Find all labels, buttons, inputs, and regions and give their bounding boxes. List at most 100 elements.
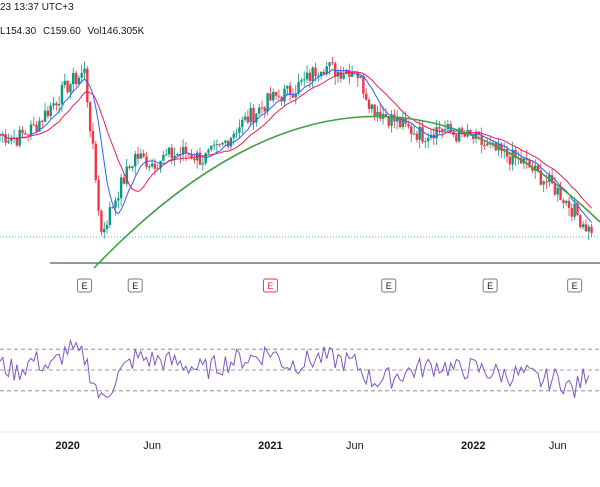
candle-body bbox=[370, 104, 374, 109]
candle-body bbox=[105, 224, 109, 229]
candle-body bbox=[86, 68, 89, 103]
earnings-marker: E bbox=[77, 278, 93, 293]
earnings-marker-label: E bbox=[132, 281, 138, 291]
candle-body bbox=[238, 127, 241, 133]
candle-body bbox=[122, 177, 126, 184]
candle-body bbox=[581, 224, 585, 228]
candle-body bbox=[257, 107, 261, 114]
candle-body bbox=[263, 107, 266, 112]
candle-body bbox=[117, 198, 120, 201]
x-tick-label: Jun bbox=[549, 440, 567, 452]
candle-body bbox=[243, 116, 247, 120]
candle-body bbox=[508, 156, 512, 165]
candle-body bbox=[415, 133, 419, 140]
candle-body bbox=[235, 132, 238, 134]
candle-body bbox=[317, 75, 320, 77]
earnings-marker-box bbox=[77, 278, 93, 293]
candle-body bbox=[410, 126, 413, 135]
volume-label: Vol bbox=[87, 26, 102, 37]
candle-body bbox=[438, 127, 441, 129]
candle-body bbox=[100, 210, 103, 233]
candle-body bbox=[542, 181, 545, 185]
candle-body bbox=[55, 103, 58, 106]
candle-body bbox=[387, 116, 390, 126]
candle-body bbox=[373, 104, 376, 116]
timestamp: 23 13:37 UTC+3 bbox=[0, 2, 74, 13]
candle-body bbox=[215, 144, 219, 146]
candle-body bbox=[325, 66, 328, 75]
ma-fast-line bbox=[0, 69, 592, 223]
price-pane bbox=[0, 56, 600, 269]
candle-body bbox=[139, 153, 143, 159]
candle-body bbox=[291, 94, 295, 98]
candle-body bbox=[103, 228, 106, 233]
candle-body bbox=[491, 142, 495, 144]
ohlc-legend: 23 13:37 UTC+3 bbox=[0, 2, 80, 14]
candle-body bbox=[187, 153, 190, 155]
candle-body bbox=[83, 68, 86, 74]
rsi-pane bbox=[0, 338, 600, 399]
candle-body bbox=[66, 80, 69, 93]
earnings-marker-label: E bbox=[487, 281, 493, 291]
candle-body bbox=[32, 124, 36, 126]
candle-body bbox=[88, 102, 92, 132]
candle-body bbox=[376, 111, 379, 116]
earnings-marker-box bbox=[127, 278, 143, 293]
candle-body bbox=[359, 75, 362, 79]
candle-body bbox=[463, 133, 466, 137]
candle-body bbox=[395, 118, 399, 122]
candle-body bbox=[218, 144, 221, 146]
candle-body bbox=[21, 129, 24, 134]
candle-body bbox=[173, 155, 176, 159]
earnings-marker: E bbox=[381, 278, 397, 293]
candle-body bbox=[162, 154, 165, 161]
candle-body bbox=[97, 180, 100, 211]
candle-body bbox=[514, 149, 517, 159]
candle-body bbox=[418, 126, 421, 140]
candle-body bbox=[314, 67, 317, 77]
candle-body bbox=[94, 143, 97, 181]
candle-body bbox=[134, 153, 137, 167]
close-label: C bbox=[42, 26, 51, 37]
volume-value: 146.305K bbox=[101, 26, 145, 37]
candle-body bbox=[367, 99, 371, 109]
x-axis: 2020 Jun 2021 Jun 2022 Jun bbox=[0, 431, 600, 452]
candle-body bbox=[305, 72, 309, 80]
candle-body bbox=[283, 88, 286, 102]
candle-body bbox=[274, 91, 278, 96]
candle-body bbox=[457, 128, 461, 142]
candle-body bbox=[35, 124, 38, 132]
candle-body bbox=[550, 175, 554, 184]
candle-body bbox=[204, 152, 207, 164]
ohlc-values: L154.30 C159.60 Vol146.305K bbox=[0, 26, 144, 38]
candle-body bbox=[201, 163, 205, 165]
candle-body bbox=[350, 71, 354, 77]
candle-body bbox=[80, 73, 83, 78]
candle-body bbox=[29, 124, 33, 135]
earnings-marker-box bbox=[567, 278, 583, 293]
candle-body bbox=[43, 110, 47, 122]
candle-body bbox=[545, 181, 548, 183]
candle-body bbox=[311, 67, 314, 81]
candle-body bbox=[570, 208, 574, 217]
candle-body bbox=[24, 133, 27, 135]
candle-body bbox=[472, 134, 475, 139]
earnings-marker-label: E bbox=[572, 281, 578, 291]
candle-body bbox=[69, 84, 72, 93]
candle-body bbox=[255, 113, 258, 123]
low-label: L bbox=[0, 26, 6, 37]
candle-body bbox=[511, 149, 514, 165]
candle-body bbox=[576, 203, 579, 216]
earnings-marker-label: E bbox=[81, 281, 87, 291]
candle-body bbox=[398, 118, 402, 128]
candle-body bbox=[108, 207, 112, 225]
candle-body bbox=[246, 116, 250, 123]
candle-body bbox=[131, 166, 134, 168]
earnings-marker-label: E bbox=[267, 281, 273, 291]
candle-body bbox=[339, 71, 343, 79]
candle-body bbox=[136, 153, 140, 159]
candle-body bbox=[421, 126, 424, 143]
candle-body bbox=[72, 72, 75, 85]
candle-body bbox=[390, 114, 393, 126]
